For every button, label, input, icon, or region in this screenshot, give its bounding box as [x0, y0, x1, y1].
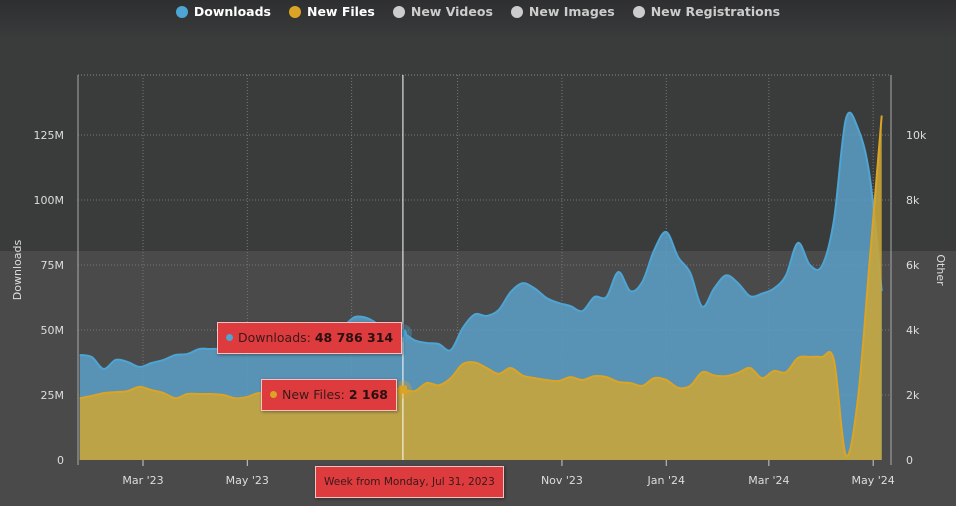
y2-tick-label: 4k	[906, 324, 920, 337]
y2-axis-title: Other	[934, 254, 947, 286]
y-tick-label: 50M	[41, 324, 65, 337]
legend-label: New Images	[528, 4, 615, 19]
tooltip-date-text: Week from Monday, Jul 31, 2023	[324, 476, 495, 488]
downloads-dot-icon	[226, 334, 233, 341]
tooltip-downloads: Downloads: 48 786 314	[217, 322, 403, 354]
legend-item-new-files[interactable]: New Files	[288, 4, 375, 19]
y2-tick-label: 10k	[906, 129, 927, 142]
legend-item-downloads[interactable]: Downloads	[175, 4, 271, 19]
x-tick-label: Jan '24	[647, 474, 685, 487]
legend-label: Downloads	[193, 4, 271, 19]
y-tick-label: 0	[57, 454, 64, 467]
legend-label: New Registrations	[650, 4, 781, 19]
area-downloads	[79, 112, 882, 461]
line-downloads	[79, 111, 883, 370]
legend-dot-icon	[288, 5, 301, 18]
x-tick-label: May '24	[852, 474, 895, 487]
legend-label: New Files	[306, 4, 375, 19]
legend-dot-icon	[175, 5, 188, 18]
tooltip-downloads-value: 48 786 314	[314, 330, 394, 345]
x-tick-label: May '23	[226, 474, 269, 487]
y2-tick-label: 8k	[906, 194, 920, 207]
tooltip-new-files: New Files: 2 168	[261, 379, 398, 411]
area-new-files	[79, 115, 882, 460]
hover-marker-files	[398, 385, 407, 394]
legend-label: New Videos	[410, 4, 493, 19]
legend: Downloads New Files New Videos New Images Ne…	[0, 4, 956, 19]
y-tick-label: 125M	[34, 129, 65, 142]
x-tick-label: Mar '23	[122, 474, 163, 487]
y2-tick-label: 0	[906, 454, 913, 467]
legend-item-new-registrations[interactable]: New Registrations	[632, 4, 781, 19]
legend-dot-icon	[510, 5, 523, 18]
x-tick-label: Mar '24	[748, 474, 789, 487]
legend-dot-icon	[392, 5, 405, 18]
y-axis-title: Downloads	[11, 240, 24, 301]
tooltip-downloads-label: Downloads:	[238, 330, 315, 345]
y-tick-label: 25M	[41, 389, 65, 402]
y-tick-label: 75M	[41, 259, 65, 272]
line-new-files	[79, 115, 883, 458]
files-dot-icon	[270, 391, 277, 398]
legend-dot-icon	[632, 5, 645, 18]
tooltip-files-value: 2 168	[348, 387, 389, 402]
legend-item-new-videos[interactable]: New Videos	[392, 4, 493, 19]
tooltip-files-label: New Files:	[282, 387, 349, 402]
tooltip-date: Week from Monday, Jul 31, 2023	[315, 466, 504, 498]
legend-item-new-images[interactable]: New Images	[510, 4, 615, 19]
y2-tick-label: 6k	[906, 259, 920, 272]
y-tick-label: 100M	[34, 194, 65, 207]
x-tick-label: Nov '23	[541, 474, 583, 487]
y2-tick-label: 2k	[906, 389, 920, 402]
